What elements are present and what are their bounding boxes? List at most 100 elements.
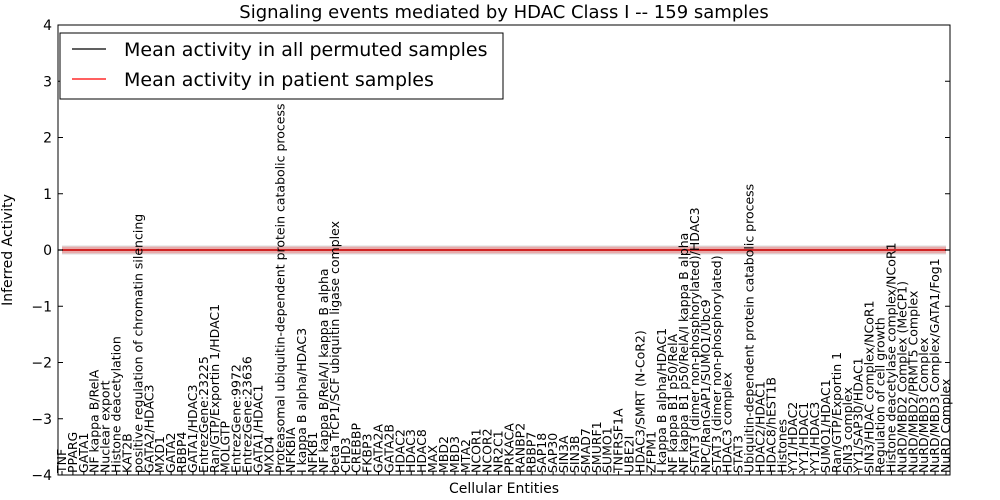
- x-tick-label: HDAC3/SMRT (N-CoR2): [632, 330, 647, 473]
- x-tick-label: SIN3A: [556, 435, 571, 473]
- x-tick-label: MAX: [425, 445, 440, 473]
- x-axis-label: Cellular Entities: [449, 481, 559, 497]
- x-tick-label: YY1/SAP30/HDAC1: [851, 357, 866, 474]
- x-tick-label: CHD3: [338, 437, 353, 473]
- y-tick-label: −3: [31, 412, 52, 428]
- x-tick-label: SMURF1: [589, 421, 604, 473]
- x-tick-label: MOLGTP: [218, 421, 233, 473]
- x-tick-label: HDAC2: [392, 429, 407, 473]
- x-tick-label: NFKBIA: [283, 427, 298, 473]
- x-tick-label: YY1/HDAC2: [785, 402, 800, 474]
- x-tick-label: GATA2A: [370, 424, 385, 473]
- legend-label: Mean activity in all permuted samples: [124, 39, 487, 61]
- x-tick-label: RANBP2: [512, 423, 527, 473]
- x-tick-label: ZFPM1: [643, 431, 658, 473]
- x-tick-label: MBD3: [447, 436, 462, 473]
- x-tick-label: Nuclear export: [98, 380, 113, 473]
- x-tick-label: SIN3 complex: [840, 387, 855, 473]
- x-tick-label: MXD4: [261, 436, 276, 473]
- x-tick-label: GATA1/HDAC1: [250, 385, 265, 473]
- x-tick-label: Regulation of cell growth: [873, 317, 888, 473]
- x-tick-label: RBBP4: [174, 432, 189, 473]
- x-tick-label: Ubiquitin-dependent protein catabolic pr…: [742, 184, 757, 473]
- x-tick-label: Proteasomal ubiquitin-dependent protein …: [272, 104, 287, 474]
- x-tick-label: STAT3 (dimer non-phosphorylated): [709, 255, 724, 473]
- x-tick-label: HDAC8/hEST1B: [763, 377, 778, 473]
- x-tick-label: SMAD7: [578, 428, 593, 473]
- x-tick-label: HDAC3: [403, 429, 418, 473]
- y-tick-label: 0: [43, 243, 52, 259]
- x-tick-label: PRKACA: [501, 423, 516, 473]
- x-tick-label: NuRD/MBD3 Complex/GATA1/Fog1: [927, 258, 942, 473]
- x-tick-label: Histone deacetylase complex/NCoR1: [883, 242, 898, 473]
- x-tick-label: YY1/HDAC1: [796, 402, 811, 474]
- x-tick-label: NCOR1: [469, 428, 484, 473]
- x-tick-label: HDAC8: [414, 429, 429, 473]
- x-tick-label: HDAC3 complex: [720, 372, 735, 473]
- x-tick-label: KAT2B: [119, 433, 134, 473]
- x-tick-label: EntrezGene:9972: [229, 364, 244, 473]
- legend-box: [59, 32, 504, 100]
- x-tick-label: GATA2B: [381, 424, 396, 473]
- x-tick-label: Ran/GTP/Exportin 1/HDAC1: [207, 304, 222, 473]
- x-tick-label: Histones: [774, 419, 789, 473]
- x-tick-label: NCOR2: [480, 428, 495, 473]
- legend-label: Mean activity in patient samples: [124, 69, 434, 91]
- x-tick-label: Ran/GTP/Exportin 1: [829, 352, 844, 473]
- x-tick-label: GATA2/HDAC3: [141, 385, 156, 473]
- x-tick-label: UBE2I: [622, 436, 637, 473]
- x-tick-label: GATA1/HDAC3: [185, 385, 200, 473]
- x-tick-label: Histone deacetylation: [109, 336, 124, 473]
- x-tick-label: I kappa B alpha/HDAC1: [654, 328, 669, 473]
- x-tick-label: STAT3 (dimer non-phosphorylated)/HDAC3: [687, 207, 702, 473]
- x-tick-label: RBBP7: [523, 432, 538, 473]
- y-tick-label: −2: [31, 356, 52, 372]
- x-tick-label: STAT3: [731, 435, 746, 473]
- x-tick-label: SAP30: [545, 433, 560, 473]
- x-tick-label: positive regulation of chromatin silenci…: [130, 214, 145, 473]
- x-tick-label: PPARG: [65, 432, 80, 473]
- x-tick-label: SIN3/HDAC complex/NCoR1: [862, 300, 877, 473]
- plot-frame: [57, 24, 951, 476]
- x-tick-label: MTA2: [458, 439, 473, 473]
- x-tick-label: SIN3B: [567, 436, 582, 474]
- legend: Mean activity in all permuted samples Mea…: [59, 32, 504, 100]
- y-tick-label: −1: [31, 299, 52, 315]
- y-tick-label: −4: [31, 468, 52, 484]
- x-tick-label: SAP18: [534, 433, 549, 473]
- x-tick-label: NuRD Complex: [938, 379, 953, 473]
- x-tick-label: MXD1: [152, 436, 167, 473]
- x-tick-label: EntrezGene:23225: [196, 356, 211, 473]
- x-tick-label: NuRD/MBD2/PRMT5 Complex: [905, 291, 920, 473]
- x-tick-label: NuRD/MBD3 Complex: [916, 337, 931, 473]
- x-tick-label: GATA1: [76, 433, 91, 473]
- y-tick-label: 1: [43, 187, 52, 203]
- x-tick-label: NF kappa B/RelA/I kappa B alpha: [316, 268, 331, 473]
- y-axis-label: Inferred Activity: [0, 194, 16, 306]
- x-tick-label: YY1/HDAC3: [807, 402, 822, 474]
- x-tick-label: CREBBP: [349, 423, 364, 473]
- x-tick-label: SUMO1/HDAC1: [818, 379, 833, 473]
- x-tick-label: TNFRSF1A: [611, 408, 626, 474]
- x-tick-label: I kappa B alpha/HDAC3: [294, 328, 309, 473]
- x-tick-label: NF kappa B/RelA: [87, 369, 102, 473]
- y-tick-label: 3: [43, 74, 52, 90]
- x-tick-label: MBD2: [436, 436, 451, 473]
- chart-title: Signaling events mediated by HDAC Class …: [239, 2, 768, 23]
- x-tick-label: NFKB1: [305, 432, 320, 473]
- x-tick-label: NF kappa B1 p50/RelA: [665, 333, 680, 473]
- y-tick-label: 2: [43, 131, 52, 147]
- x-tick-label: NuRD/MBD2 Complex (MeCP1): [894, 281, 909, 473]
- y-tick-label: 4: [43, 18, 52, 34]
- x-tick-label: NPC/RanGAP1/SUMO1/Ubc9: [698, 299, 713, 473]
- x-tick-label: beta TrCP1/SCF ubiquitin ligase complex: [327, 221, 342, 473]
- x-tick-label: NF kappa B1 p50/RelA/I kappa B alpha: [676, 233, 691, 473]
- x-tick-label: HDAC2/HDAC1: [752, 381, 767, 473]
- x-tick-label: SUMO1: [600, 427, 615, 473]
- x-tick-label: EntrezGene:23636: [240, 356, 255, 473]
- x-tick-label: FKBP3: [360, 434, 375, 473]
- x-tick-label: NR2C1: [491, 430, 506, 473]
- x-tick-label: GATA2: [163, 433, 178, 473]
